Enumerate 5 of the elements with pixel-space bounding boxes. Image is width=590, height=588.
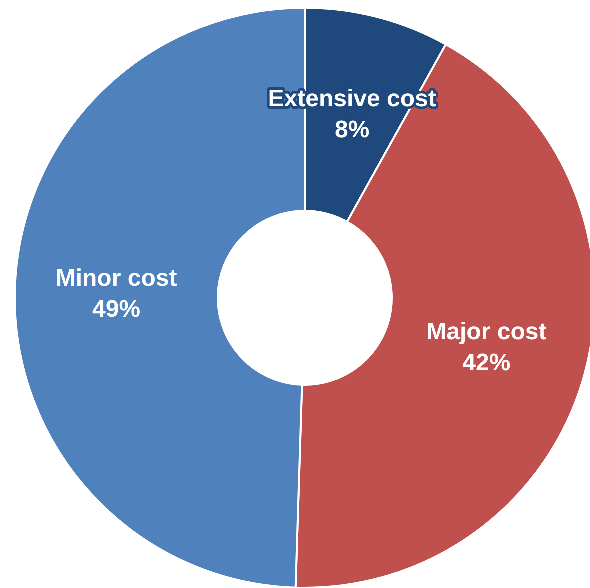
data-label: 49% [92, 296, 141, 324]
data-label: 42% [462, 349, 511, 376]
slice-label: Minor cost [56, 265, 178, 292]
slice-label: Major cost [426, 318, 547, 346]
data-label: 8% [335, 116, 370, 144]
